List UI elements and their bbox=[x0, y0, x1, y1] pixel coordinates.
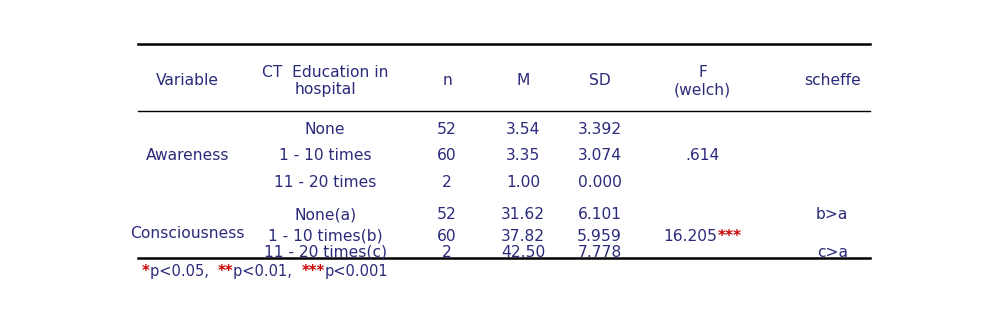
Text: 3.074: 3.074 bbox=[578, 148, 622, 163]
Text: M: M bbox=[517, 74, 530, 89]
Text: 3.35: 3.35 bbox=[506, 148, 540, 163]
Text: 52: 52 bbox=[437, 207, 457, 222]
Text: **: ** bbox=[217, 264, 233, 279]
Text: ***: *** bbox=[301, 264, 325, 279]
Text: 5.959: 5.959 bbox=[578, 229, 622, 244]
Text: Awareness: Awareness bbox=[146, 148, 229, 163]
Text: 16.205: 16.205 bbox=[663, 229, 717, 244]
Text: None(a): None(a) bbox=[294, 207, 356, 222]
Text: 11 - 20 times(c): 11 - 20 times(c) bbox=[264, 244, 387, 259]
Text: 2: 2 bbox=[442, 175, 452, 190]
Text: CT  Education in
hospital: CT Education in hospital bbox=[262, 65, 389, 97]
Text: p<0.01,: p<0.01, bbox=[233, 264, 301, 279]
Text: 60: 60 bbox=[437, 148, 457, 163]
Text: 3.392: 3.392 bbox=[578, 122, 622, 137]
Text: c>a: c>a bbox=[817, 244, 848, 259]
Text: 3.54: 3.54 bbox=[506, 122, 540, 137]
Text: 0.000: 0.000 bbox=[578, 175, 622, 190]
Text: 1 - 10 times: 1 - 10 times bbox=[278, 148, 371, 163]
Text: Variable: Variable bbox=[156, 74, 219, 89]
Text: F
(welch): F (welch) bbox=[674, 65, 731, 97]
Text: 1 - 10 times(b): 1 - 10 times(b) bbox=[268, 229, 383, 244]
Text: ***: *** bbox=[717, 229, 742, 244]
Text: 37.82: 37.82 bbox=[502, 229, 545, 244]
Text: 6.101: 6.101 bbox=[578, 207, 622, 222]
Text: 7.778: 7.778 bbox=[578, 244, 622, 259]
Text: .614: .614 bbox=[686, 148, 719, 163]
Text: b>a: b>a bbox=[816, 207, 848, 222]
Text: p<0.05,: p<0.05, bbox=[150, 264, 217, 279]
Text: 1.00: 1.00 bbox=[507, 175, 540, 190]
Text: 11 - 20 times: 11 - 20 times bbox=[274, 175, 376, 190]
Text: Consciousness: Consciousness bbox=[131, 227, 245, 242]
Text: None: None bbox=[305, 122, 345, 137]
Text: 52: 52 bbox=[437, 122, 457, 137]
Text: 42.50: 42.50 bbox=[501, 244, 545, 259]
Text: 2: 2 bbox=[442, 244, 452, 259]
Text: n: n bbox=[442, 74, 452, 89]
Text: 31.62: 31.62 bbox=[502, 207, 545, 222]
Text: SD: SD bbox=[588, 74, 610, 89]
Text: p<0.001: p<0.001 bbox=[325, 264, 389, 279]
Text: scheffe: scheffe bbox=[804, 74, 861, 89]
Text: 60: 60 bbox=[437, 229, 457, 244]
Text: *: * bbox=[142, 264, 150, 279]
